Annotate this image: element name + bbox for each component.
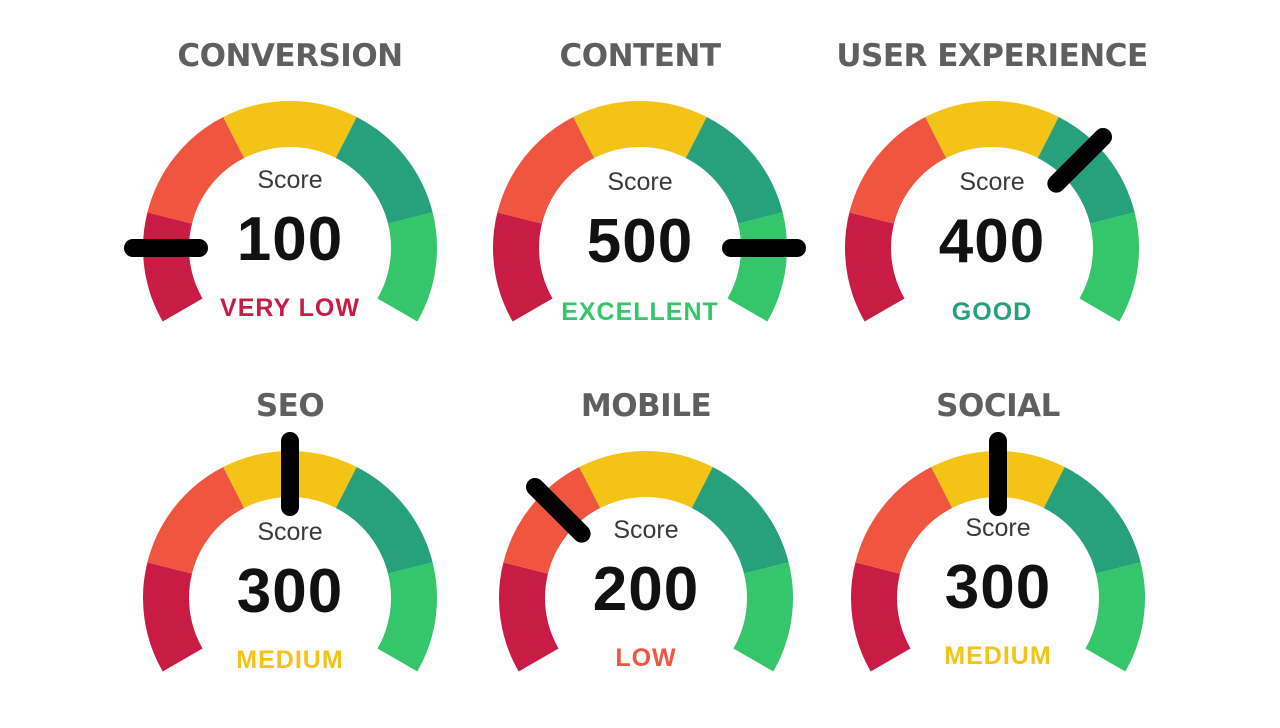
gauge-user-experience: USER EXPERIENCE Score 400 GOOD [822, 38, 1162, 378]
gauge-segment-red [499, 562, 559, 672]
score-label: Score [965, 514, 1031, 542]
gauge-segment-red [493, 212, 553, 322]
gauge-segment-yellow [579, 451, 713, 509]
gauge-segment-green [377, 562, 437, 672]
gauge-dial [499, 451, 793, 672]
gauge-dial [124, 101, 437, 322]
score-rating: EXCELLENT [561, 298, 719, 326]
gauge-title: CONVERSION [177, 38, 403, 74]
gauge-segment-red [143, 562, 203, 672]
gauge-segment-orange [147, 467, 245, 575]
score-rating: LOW [615, 644, 677, 672]
gauge-segment-teal [685, 117, 783, 225]
gauge-segment-green [733, 562, 793, 672]
gauge-mobile: MOBILE Score 200 LOW [476, 388, 816, 728]
score-rating: GOOD [951, 298, 1033, 326]
score-label: Score [959, 168, 1025, 196]
gauge-segment-red [845, 212, 905, 322]
score-value: 300 [944, 553, 1052, 622]
gauge-conversion: CONVERSION Score 100 VERY LOW [120, 38, 460, 378]
gauge-segment-teal [1043, 467, 1141, 575]
score-label: Score [257, 166, 323, 194]
gauge-segment-red [143, 212, 203, 322]
gauge-segment-orange [497, 117, 595, 225]
gauge-segment-green [377, 212, 437, 322]
gauge-segment-yellow [223, 101, 357, 159]
gauge-title: CONTENT [559, 38, 721, 74]
gauge-segment-green [1079, 212, 1139, 322]
gauge-title: SEO [255, 388, 325, 424]
score-label: Score [613, 516, 679, 544]
gauge-dial [851, 432, 1145, 672]
gauge-dial [845, 101, 1139, 322]
gauge-content: CONTENT Score 500 EXCELLENT [470, 38, 810, 378]
gauge-title: USER EXPERIENCE [836, 38, 1148, 74]
score-value: 100 [236, 205, 344, 274]
gauge-title: SOCIAL [936, 388, 1060, 424]
gauge-dial [493, 101, 806, 322]
score-rating: MEDIUM [944, 642, 1052, 670]
gauge-dial [143, 432, 437, 672]
score-rating: VERY LOW [220, 294, 360, 322]
gauge-segment-green [1085, 562, 1145, 672]
gauge-needle [1047, 127, 1113, 193]
gauge-needle [525, 477, 591, 543]
gauge-segment-green [727, 212, 787, 322]
gauge-segment-teal [1037, 117, 1135, 225]
score-label: Score [257, 518, 323, 546]
gauge-segment-teal [335, 467, 433, 575]
score-value: 400 [938, 207, 1046, 276]
gauge-seo: SEO Score 300 MEDIUM [120, 388, 460, 728]
gauge-segment-orange [849, 117, 947, 225]
gauge-segment-yellow [573, 101, 707, 159]
gauge-segment-orange [147, 117, 245, 225]
gauge-segment-teal [335, 117, 433, 225]
score-value: 300 [236, 557, 344, 626]
score-value: 500 [586, 207, 694, 276]
gauge-segment-yellow [925, 101, 1059, 159]
gauge-segment-orange [855, 467, 953, 575]
score-rating: MEDIUM [236, 646, 344, 674]
gauge-segment-orange [503, 467, 601, 575]
gauge-segment-red [851, 562, 911, 672]
gauge-segment-teal [691, 467, 789, 575]
score-value: 200 [592, 555, 700, 624]
gauge-social: SOCIAL Score 300 MEDIUM [828, 388, 1168, 728]
score-label: Score [607, 168, 673, 196]
gauge-title: MOBILE [580, 388, 712, 424]
